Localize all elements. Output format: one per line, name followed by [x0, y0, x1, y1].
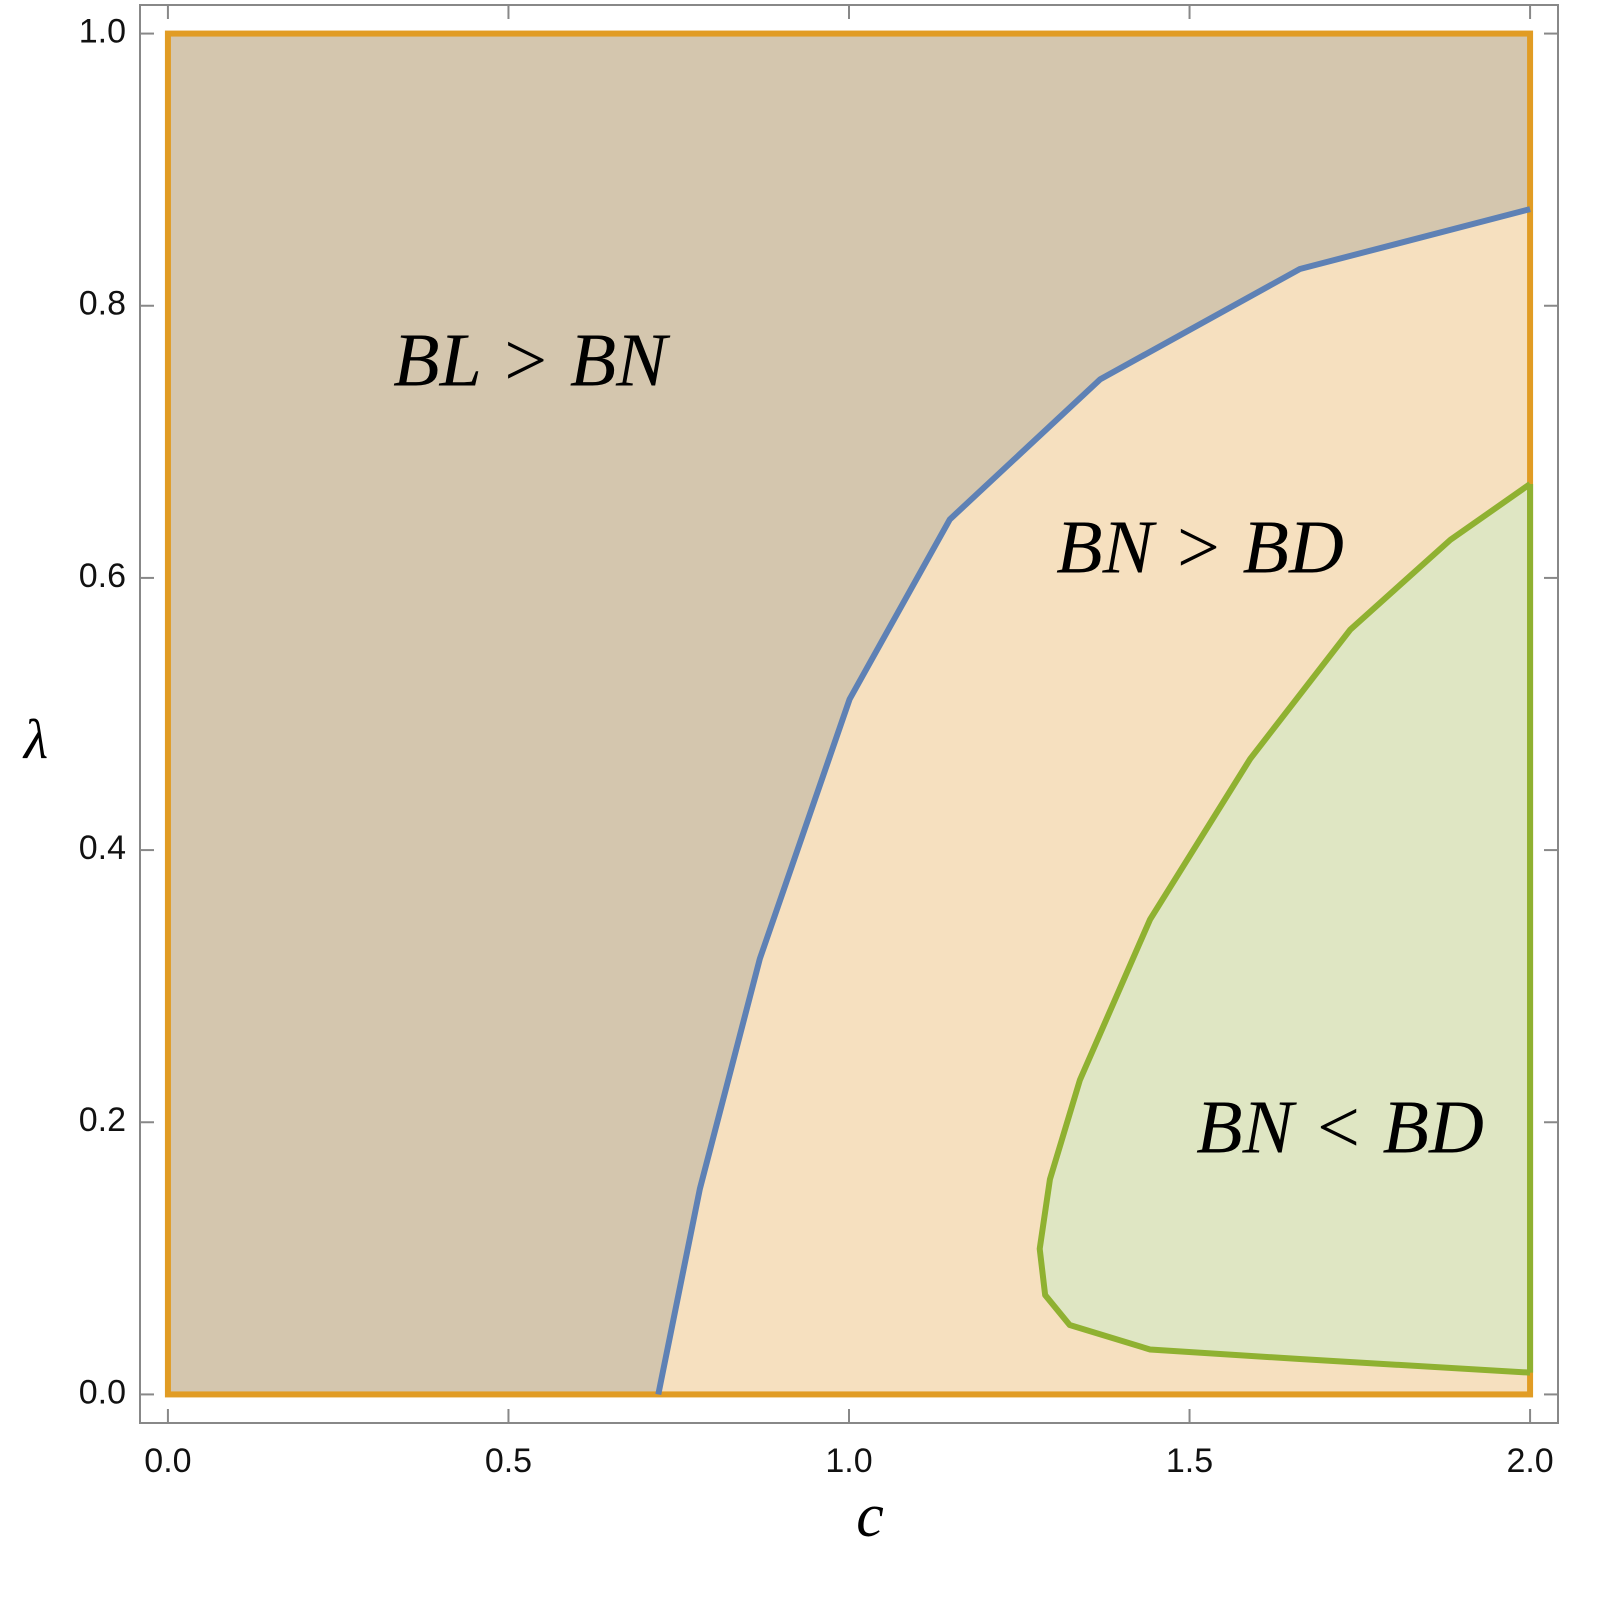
region-fill	[167, 33, 1531, 1395]
region-label: BL > BN	[393, 318, 671, 402]
region-label: BN < BD	[1196, 1085, 1484, 1169]
x-axis-label: c	[856, 1482, 884, 1550]
y-tick-label: 0.8	[79, 285, 126, 323]
y-tick-label: 0.4	[79, 829, 126, 867]
y-axis-label: λ	[22, 709, 48, 771]
region-fill	[1039, 484, 1531, 1373]
region-label: BN > BD	[1056, 505, 1344, 589]
y-tick-label: 1.0	[79, 13, 126, 51]
y-tick-label: 0.2	[79, 1101, 126, 1139]
x-tick-label: 1.0	[825, 1442, 872, 1480]
x-tick-label: 2.0	[1506, 1442, 1553, 1480]
y-tick-label: 0.6	[79, 557, 126, 595]
boundary-curve	[655, 206, 1531, 1396]
x-tick-label: 1.5	[1166, 1442, 1213, 1480]
boundary-curve	[1036, 481, 1532, 1376]
x-tick-label: 0.0	[144, 1442, 191, 1480]
y-tick-label: 0.0	[79, 1373, 126, 1411]
x-tick-label: 0.5	[485, 1442, 532, 1480]
